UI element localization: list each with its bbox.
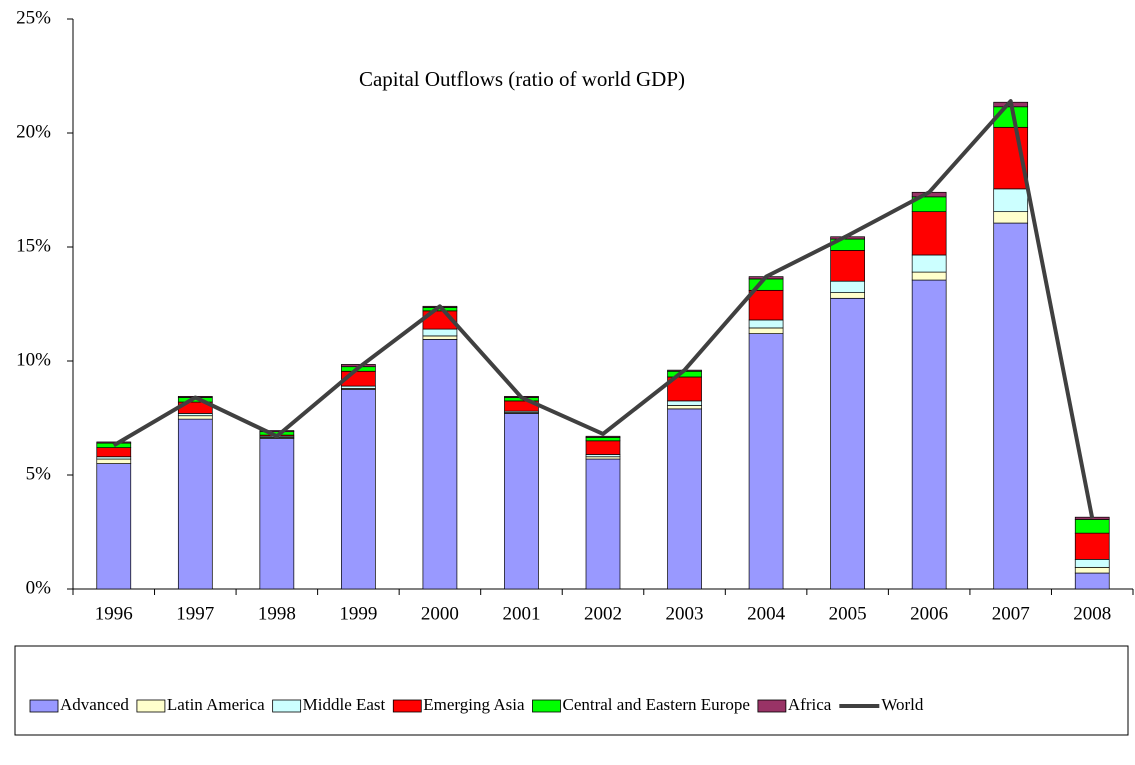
legend-label: Latin America (167, 695, 265, 714)
y-tick-label: 0% (26, 577, 52, 598)
bar-segment (667, 408, 702, 590)
x-tick-label: 2006 (910, 603, 948, 624)
bar-segment (585, 440, 621, 455)
bar-segment (1074, 566, 1110, 574)
x-tick-label: 2008 (1073, 603, 1111, 624)
bar-segment (830, 280, 865, 293)
legend-swatch (392, 699, 422, 713)
bar-segment (422, 328, 458, 337)
bar-segment (96, 463, 132, 590)
bar-segment (585, 458, 621, 590)
legend-label: Emerging Asia (423, 695, 525, 714)
bar-segment (911, 254, 947, 273)
y-tick-label: 25% (16, 7, 51, 28)
x-tick-label: 1997 (176, 603, 214, 624)
x-tick-label: 2007 (992, 603, 1030, 624)
bar-segment (259, 438, 295, 590)
y-tick-label: 5% (26, 463, 52, 484)
legend-label: Central and Eastern Europe (562, 695, 749, 714)
legend-box (14, 645, 1129, 736)
legend-label: Middle East (303, 695, 386, 714)
bar-segment (911, 279, 947, 590)
x-tick-label: 1998 (258, 603, 296, 624)
x-tick-label: 2005 (829, 603, 867, 624)
bar-segment (993, 211, 1029, 224)
bar-segment (1074, 519, 1110, 534)
legend-swatch (136, 699, 166, 713)
x-tick-label: 2003 (666, 603, 704, 624)
bar-segment (748, 319, 784, 329)
x-tick-label: 2004 (747, 603, 786, 624)
bar-segment (911, 211, 947, 256)
legend-label: World (881, 695, 924, 714)
bar-segment (585, 437, 621, 442)
bar-segment (504, 413, 539, 590)
legend-swatch (532, 699, 561, 713)
legend-label: Africa (788, 695, 832, 714)
legend-swatch (757, 699, 787, 713)
legend-swatch (29, 699, 59, 713)
x-tick-label: 1996 (95, 603, 133, 624)
bar-segment (1074, 532, 1110, 560)
bar-segment (911, 271, 947, 281)
bar-segment (748, 333, 784, 590)
bar-segment (830, 250, 865, 282)
bar-segment (667, 405, 702, 410)
x-tick-label: 2001 (502, 603, 540, 624)
bar-segment (585, 435, 621, 438)
y-tick-label: 10% (16, 349, 51, 370)
bar-segment (667, 400, 702, 406)
bar-segment (993, 188, 1029, 213)
bar-segment (830, 297, 865, 590)
bar-segment (1074, 572, 1110, 590)
bar-segment (259, 430, 295, 433)
x-tick-label: 2000 (421, 603, 459, 624)
x-tick-label: 2002 (584, 603, 622, 624)
bar-segment (830, 292, 865, 299)
bar-segment (748, 327, 784, 334)
bar-segment (96, 447, 132, 458)
bar-segment (177, 418, 213, 590)
x-tick-label: 1999 (339, 603, 377, 624)
y-tick-label: 15% (16, 235, 51, 256)
bar-segment (993, 222, 1029, 590)
y-tick-label: 20% (16, 121, 51, 142)
bar-segment (341, 389, 376, 590)
line-series (112, 99, 1095, 519)
bar-segment (748, 289, 784, 321)
legend-swatch (272, 699, 302, 713)
bar-segment (96, 441, 132, 444)
chart-title: Capital Outflows (ratio of world GDP) (359, 67, 685, 91)
bar-segment (177, 415, 213, 420)
bar-segment (422, 335, 458, 340)
legend-label: Advanced (60, 695, 129, 714)
bar-segment (422, 338, 458, 590)
bar-segment (96, 458, 132, 464)
bar-segment (1074, 559, 1110, 568)
